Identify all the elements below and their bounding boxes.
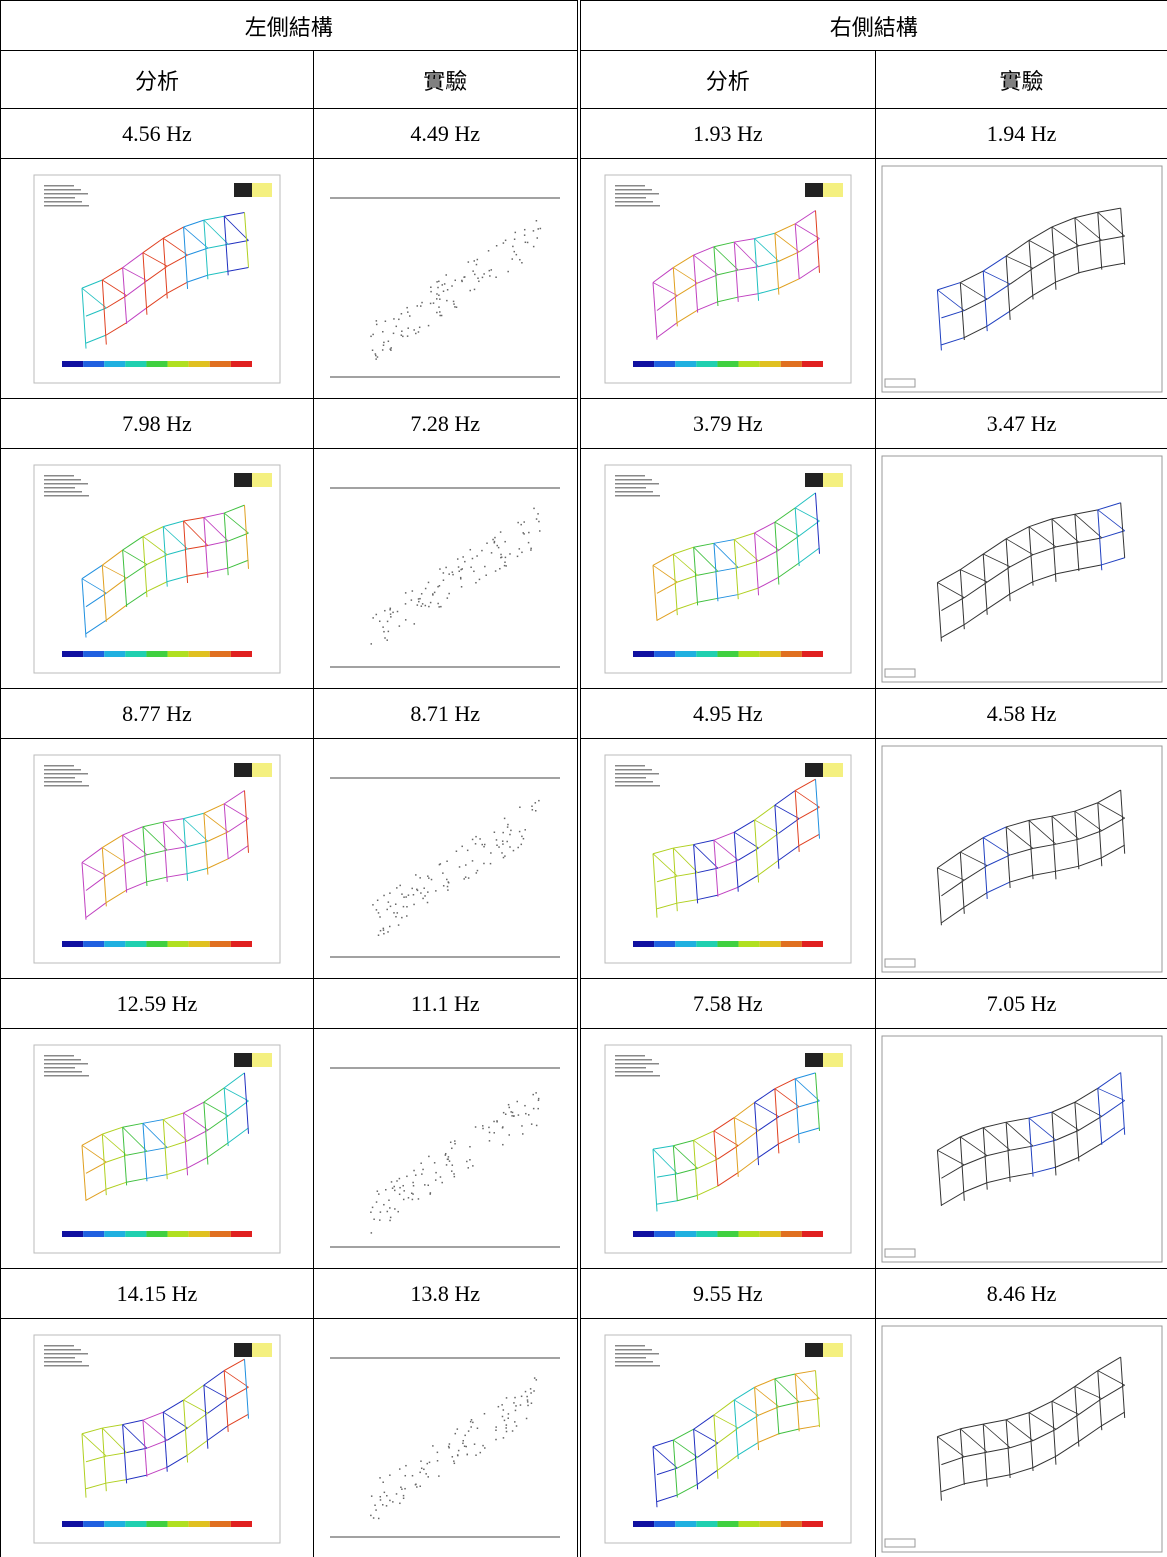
image-cell (314, 449, 579, 689)
mode-shape-image (320, 463, 570, 675)
image-cell (1, 1029, 314, 1269)
mode-shape-image (881, 745, 1163, 973)
image-cell (314, 1319, 579, 1557)
mode-shape-image (32, 753, 282, 965)
frequency-cell: 3.47 Hz (876, 399, 1167, 449)
mode-shape-image (881, 1035, 1163, 1263)
subheader-cell: 分析 (1, 51, 314, 109)
mode-shape-image (32, 1043, 282, 1255)
image-cell (579, 449, 876, 689)
frequency-cell: 4.58 Hz (876, 689, 1167, 739)
frequency-cell: 9.55 Hz (579, 1269, 876, 1319)
mode-table: 左側結構 右側結構 分析 實驗 分析 實驗 4.56 Hz4.49 Hz1.93… (0, 0, 1167, 1557)
frequency-cell: 8.77 Hz (1, 689, 314, 739)
subheader-cell: 分析 (579, 51, 876, 109)
header-cell: 左側結構 (1, 1, 579, 51)
mode-shape-image (881, 1325, 1163, 1553)
mode-shape-image (603, 173, 853, 385)
frequency-cell: 12.59 Hz (1, 979, 314, 1029)
image-cell (1, 449, 314, 689)
image-cell (314, 739, 579, 979)
mode-shape-image (603, 463, 853, 675)
header-cell: 右側結構 (579, 1, 1167, 51)
mode-shape-image (603, 1043, 853, 1255)
frequency-cell: 14.15 Hz (1, 1269, 314, 1319)
frequency-cell: 4.56 Hz (1, 109, 314, 159)
image-row (1, 159, 1167, 399)
image-cell (876, 739, 1167, 979)
frequency-cell: 8.71 Hz (314, 689, 579, 739)
frequency-cell: 4.49 Hz (314, 109, 579, 159)
subheader-cell: 實驗 (314, 51, 579, 109)
frequency-cell: 13.8 Hz (314, 1269, 579, 1319)
mode-shape-image (881, 455, 1163, 683)
image-row (1, 739, 1167, 979)
image-cell (579, 159, 876, 399)
frequency-cell: 7.28 Hz (314, 399, 579, 449)
image-row (1, 1319, 1167, 1557)
frequency-cell: 7.58 Hz (579, 979, 876, 1029)
mode-shape-image (320, 173, 570, 385)
image-cell (314, 1029, 579, 1269)
header-row: 左側結構 右側結構 (1, 1, 1167, 51)
image-row (1, 449, 1167, 689)
image-cell (876, 449, 1167, 689)
image-cell (1, 739, 314, 979)
mode-shape-image (32, 1333, 282, 1545)
mode-shape-image (603, 753, 853, 965)
image-cell (579, 1319, 876, 1557)
frequency-cell: 1.93 Hz (579, 109, 876, 159)
page: 左側結構 右側結構 分析 實驗 分析 實驗 4.56 Hz4.49 Hz1.93… (0, 0, 1167, 1557)
frequency-cell: 1.94 Hz (876, 109, 1167, 159)
subheader-cell: 實驗 (876, 51, 1167, 109)
frequency-cell: 8.46 Hz (876, 1269, 1167, 1319)
image-cell (876, 159, 1167, 399)
frequency-cell: 7.98 Hz (1, 399, 314, 449)
mode-shape-image (32, 463, 282, 675)
table-body: 左側結構 右側結構 分析 實驗 分析 實驗 4.56 Hz4.49 Hz1.93… (1, 1, 1167, 1557)
frequency-cell: 7.05 Hz (876, 979, 1167, 1029)
image-cell (876, 1319, 1167, 1557)
mode-shape-image (881, 165, 1163, 393)
frequency-cell: 4.95 Hz (579, 689, 876, 739)
image-cell (876, 1029, 1167, 1269)
image-row (1, 1029, 1167, 1269)
image-cell (314, 159, 579, 399)
image-cell (579, 1029, 876, 1269)
mode-shape-image (320, 1043, 570, 1255)
mode-shape-image (603, 1333, 853, 1545)
mode-shape-image (32, 173, 282, 385)
frequency-cell: 3.79 Hz (579, 399, 876, 449)
frequency-cell: 11.1 Hz (314, 979, 579, 1029)
image-cell (1, 159, 314, 399)
subheader-row: 分析 實驗 分析 實驗 (1, 51, 1167, 109)
image-cell (579, 739, 876, 979)
mode-shape-image (320, 1333, 570, 1545)
mode-shape-image (320, 753, 570, 965)
image-cell (1, 1319, 314, 1557)
